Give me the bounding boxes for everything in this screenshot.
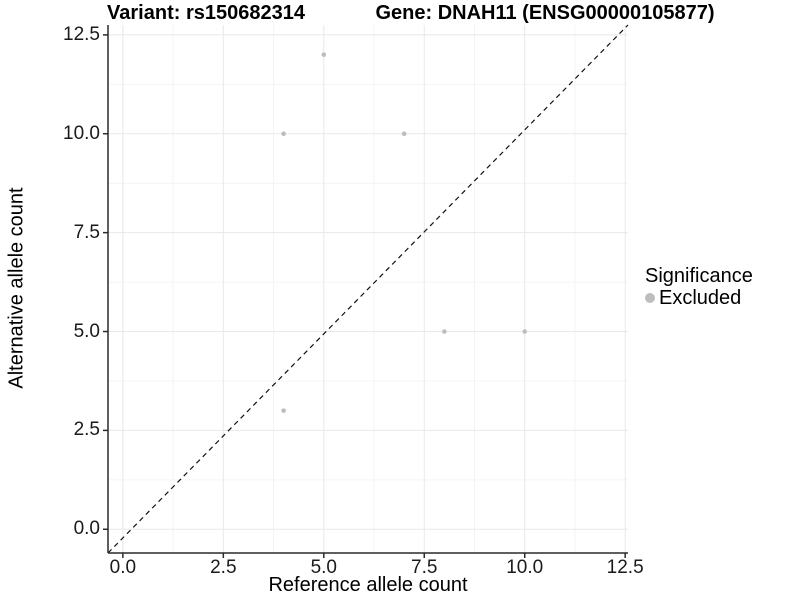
- x-axis-title: Reference allele count: [268, 574, 468, 596]
- data-point: [522, 329, 528, 334]
- legend-item-excluded: Excluded: [645, 287, 753, 309]
- y-tick-label: 2.5: [73, 419, 100, 441]
- y-tick-label: 10.0: [63, 122, 100, 144]
- x-tick-label: 7.5: [411, 557, 438, 578]
- legend-item-label: Excluded: [659, 287, 742, 309]
- x-tick-label: 12.5: [606, 557, 644, 578]
- y-tick-label: 0.0: [73, 518, 100, 540]
- data-point: [281, 131, 286, 137]
- y-axis-title: Alternative allele count: [5, 187, 28, 389]
- y-tick-label: 12.5: [63, 23, 100, 45]
- data-point: [281, 408, 286, 413]
- data-point: [442, 329, 447, 334]
- identity-dashed-line: [107, 24, 629, 554]
- x-tick-label: 5.0: [310, 557, 337, 578]
- data-point: [321, 52, 327, 57]
- legend: Significance Excluded: [645, 265, 753, 309]
- legend-key-dot: [645, 293, 655, 303]
- y-tick-label: 5.0: [73, 320, 100, 342]
- gene-title: Gene: DNAH11 (ENSG00000105877): [375, 2, 715, 24]
- data-point: [401, 131, 407, 137]
- y-tick-label: 7.5: [73, 221, 100, 243]
- variant-title: Variant: rs150682314: [107, 2, 305, 24]
- legend-title: Significance: [645, 265, 753, 287]
- x-tick-label: 2.5: [210, 557, 237, 578]
- x-tick-label: 0.0: [109, 557, 137, 578]
- x-tick-label: 10.0: [506, 557, 544, 578]
